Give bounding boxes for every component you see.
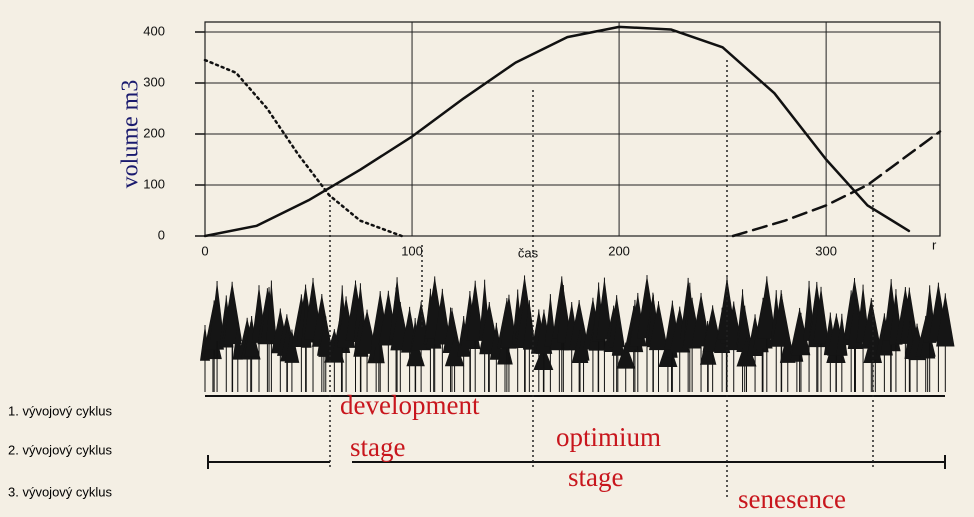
x-tick-label: 200 [608, 243, 630, 258]
y-tick-label: 300 [143, 74, 165, 89]
annotation: stage [568, 462, 623, 492]
figure: volume m3 čas r 1. vývojový cyklus 2. vý… [0, 0, 974, 517]
cycle-label: 1. vývojový cyklus [8, 403, 113, 418]
y-axis-label: volume m3 [118, 80, 144, 189]
annotation: senesence [738, 484, 846, 514]
y-tick-label: 200 [143, 125, 165, 140]
y-tick-label: 400 [143, 23, 165, 38]
annotation: development [340, 390, 480, 420]
x-axis-label: čas [518, 245, 539, 260]
cycle-label: 3. vývojový cyklus [8, 484, 113, 499]
y-tick-label: 100 [143, 176, 165, 191]
annotation: stage [350, 432, 405, 462]
y-tick-label: 0 [158, 227, 165, 242]
cycle-label: 2. vývojový cyklus [8, 442, 113, 457]
x-tick-label: 100 [401, 243, 423, 258]
x-tick-label: 0 [201, 243, 208, 258]
annotation: optimium [556, 422, 661, 452]
x-tick-label: 300 [815, 243, 837, 258]
x-axis-unit: r [932, 237, 937, 252]
